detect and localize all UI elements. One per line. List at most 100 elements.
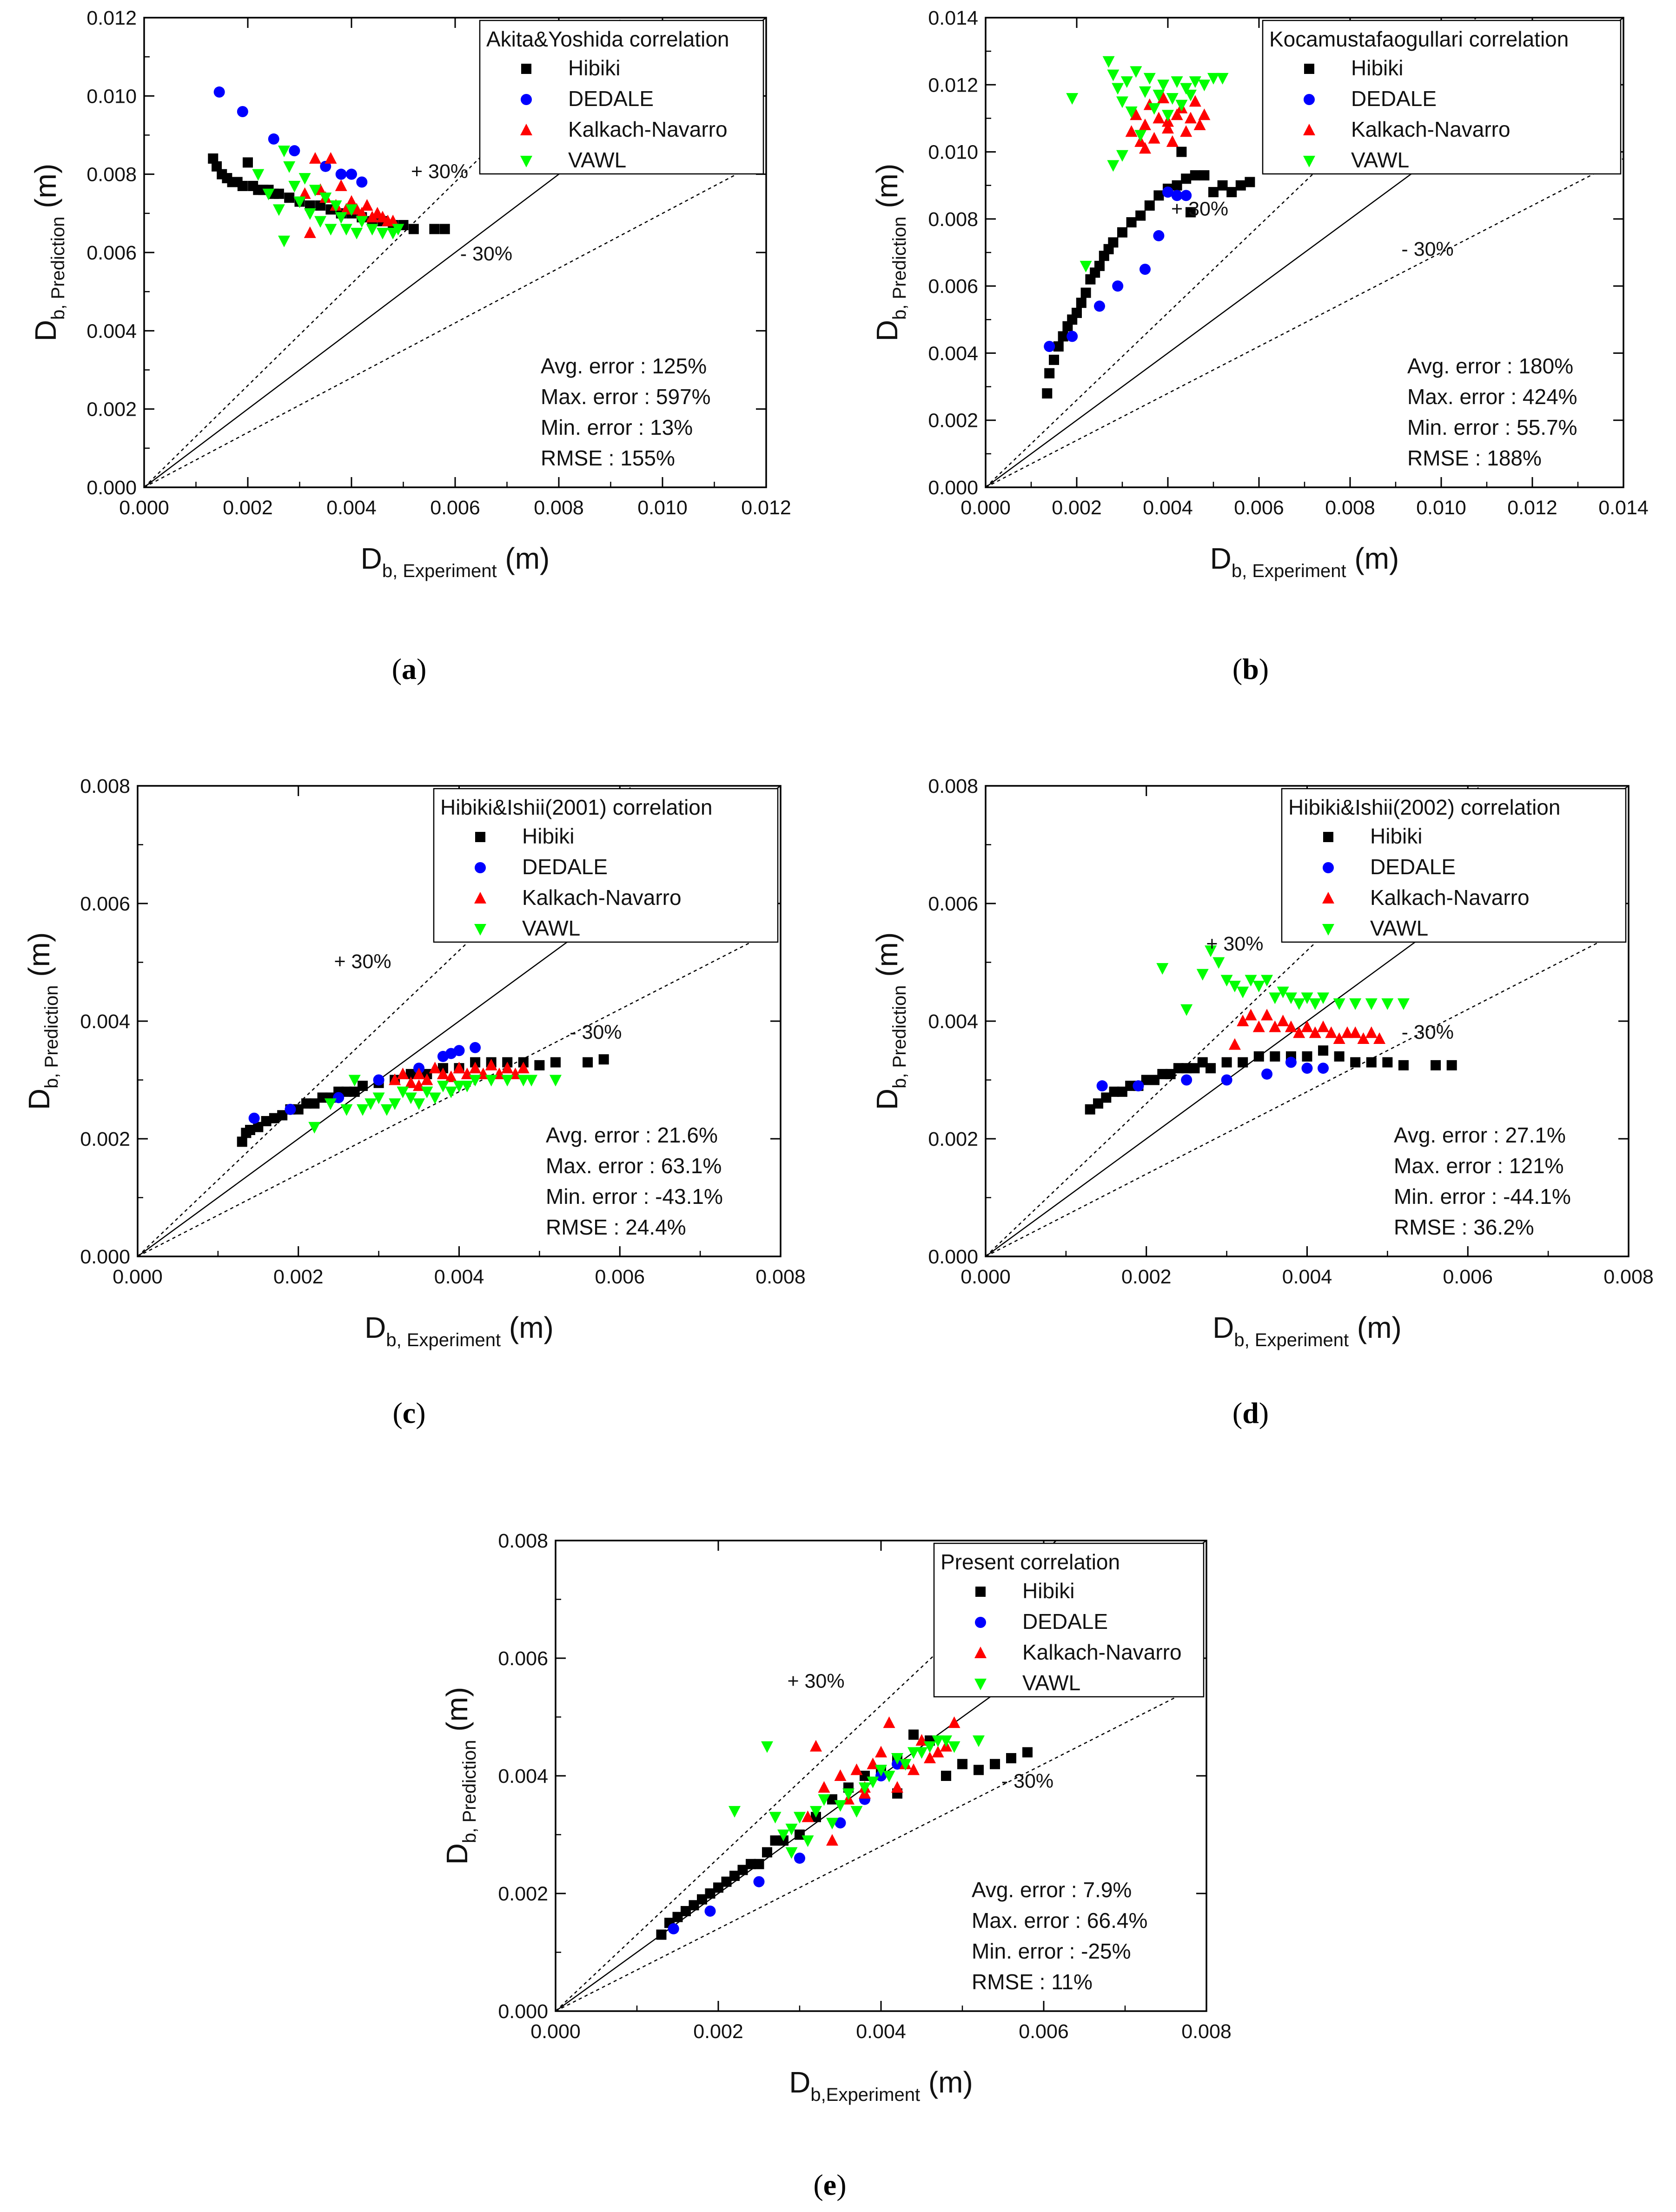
data-point: [1157, 1069, 1168, 1079]
x-tick-label: 0.004: [856, 2020, 906, 2043]
data-point: [237, 106, 248, 117]
data-point: [990, 1759, 1000, 1769]
x-tick-label: 0.002: [223, 497, 273, 519]
data-point: [668, 1923, 679, 1934]
data-point: [1185, 89, 1197, 101]
data-point: [794, 1853, 805, 1864]
stat-line: Max. error : 597%: [541, 385, 711, 409]
data-point: [1157, 80, 1170, 92]
data-point: [1189, 95, 1201, 107]
legend-marker: [1323, 862, 1334, 873]
data-point: [1094, 260, 1105, 271]
data-point: [305, 200, 315, 211]
x-tick-label: 0.000: [113, 1266, 163, 1288]
legend-label: Kalkach-Navarro: [522, 885, 682, 910]
y-tick-label: 0.000: [86, 477, 137, 499]
data-point: [1153, 89, 1165, 101]
minus-30-line: [144, 158, 766, 487]
y-tick-label: 0.002: [928, 1128, 978, 1150]
data-point: [681, 1906, 691, 1916]
x-tick-label: 0.000: [961, 1266, 1011, 1288]
data-point: [1139, 142, 1151, 154]
data-point: [1398, 1060, 1409, 1070]
data-point: [1139, 264, 1151, 275]
data-point: [1185, 112, 1197, 124]
data-point: [1162, 186, 1173, 198]
data-point: [1189, 1063, 1200, 1074]
data-point: [208, 153, 219, 164]
y-tick-label: 0.010: [928, 141, 978, 164]
data-point: [1349, 998, 1362, 1010]
y-tick-label: 0.006: [80, 893, 130, 915]
data-point: [301, 1098, 312, 1109]
legend-box: [1281, 788, 1627, 943]
series-dedale: [1096, 1056, 1329, 1092]
panel-caption: (e): [813, 2168, 846, 2201]
data-point: [932, 1735, 944, 1747]
legend-marker: [475, 832, 485, 842]
data-point: [705, 1888, 715, 1899]
legend: Hibiki&Ishii(2002) correlation Hibiki DEDA…: [1281, 788, 1627, 943]
data-point: [1049, 354, 1059, 365]
data-point: [358, 1081, 368, 1091]
legend-label: DEDALE: [522, 855, 608, 879]
data-point: [1237, 986, 1249, 998]
data-point: [721, 1876, 732, 1887]
data-point: [288, 180, 301, 193]
data-point: [1044, 341, 1055, 352]
data-point: [429, 1062, 441, 1074]
data-point: [439, 224, 450, 234]
data-point: [212, 161, 222, 172]
data-point: [1173, 1063, 1184, 1074]
data-point: [1206, 1063, 1216, 1074]
data-point: [309, 1098, 320, 1109]
data-point: [1228, 981, 1241, 993]
data-point: [875, 1765, 887, 1777]
data-point: [1285, 1056, 1297, 1068]
data-point: [1245, 1009, 1257, 1021]
data-point: [278, 235, 291, 247]
data-point: [421, 1073, 433, 1085]
data-point: [366, 211, 378, 223]
data-point: [908, 1729, 919, 1740]
data-point: [1208, 187, 1219, 198]
data-point: [335, 212, 347, 224]
data-point: [737, 1865, 748, 1875]
plus-30-label: + 30%: [411, 160, 468, 183]
data-point: [341, 1086, 352, 1097]
data-point: [357, 1104, 369, 1116]
stat-line: Avg. error : 27.1%: [1394, 1123, 1566, 1147]
data-point: [1181, 1074, 1192, 1086]
data-point: [769, 1812, 782, 1824]
legend-marker: [1304, 64, 1314, 74]
data-point: [470, 1042, 481, 1053]
data-point: [1357, 1032, 1370, 1044]
data-point: [850, 1763, 863, 1775]
data-point: [1180, 190, 1192, 201]
data-point: [1252, 1020, 1265, 1032]
data-point: [1216, 73, 1229, 85]
data-point: [1221, 1057, 1232, 1068]
legend: Kocamustafaogullari correlation Hibiki DED…: [1262, 20, 1622, 175]
data-point: [1309, 1026, 1321, 1038]
data-point: [795, 1829, 805, 1840]
data-point: [304, 226, 316, 238]
legend-label: Kalkach-Navarro: [1022, 1640, 1182, 1664]
chart-e: 0.000 0.002 0.004 0.006 0.008 0.000 0.002 0.004…: [440, 1530, 1232, 2201]
data-point: [899, 1759, 912, 1771]
y-tick-label: 0.000: [928, 1246, 978, 1268]
data-point: [859, 1782, 871, 1794]
y-tick-label: 0.002: [80, 1128, 130, 1150]
data-point: [376, 227, 389, 239]
y-tick-label: 0.000: [80, 1246, 130, 1268]
data-point: [1149, 1075, 1160, 1085]
legend-marker: [1303, 156, 1315, 167]
minus-30-label: - 30%: [1001, 1770, 1053, 1792]
series-dedale: [668, 1758, 903, 1934]
legend-marker: [974, 1679, 987, 1690]
data-point: [729, 1806, 741, 1818]
legend: Present correlation Hibiki DEDALE Kalkach-N…: [933, 1542, 1205, 1698]
data-point: [834, 1800, 847, 1812]
data-point: [1325, 1026, 1338, 1038]
